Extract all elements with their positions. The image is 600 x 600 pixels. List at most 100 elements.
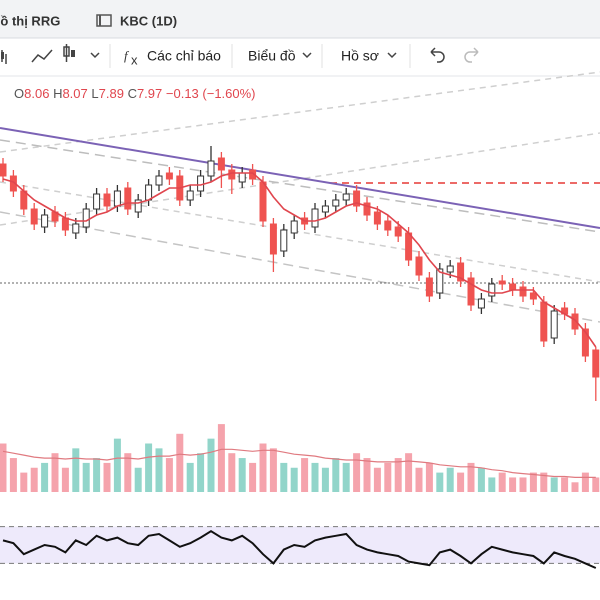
volume-bar [41, 462, 49, 492]
volume-bar [301, 458, 309, 492]
candle-body [394, 226, 402, 237]
svg-text:f: f [124, 48, 130, 63]
candle-body [332, 199, 340, 207]
candle-body [269, 223, 277, 255]
candle-body [134, 199, 142, 213]
volume-bar [155, 448, 163, 492]
volume-bar [571, 482, 579, 492]
tab-bar [0, 0, 600, 38]
volume-bar [561, 477, 569, 492]
volume-bar [217, 424, 225, 492]
volume-bar [238, 458, 246, 492]
volume-bar [353, 453, 361, 492]
volume-bar [477, 467, 485, 492]
candle-body [488, 283, 496, 297]
moving-average-line [2, 172, 597, 348]
volume-bar [509, 477, 517, 492]
volume-bar [207, 438, 215, 492]
candle-body [280, 229, 288, 252]
candle-body [529, 292, 537, 300]
candle-body [61, 217, 69, 231]
volume-bar [415, 467, 423, 492]
volume-bar [186, 462, 194, 492]
volume-bar [373, 467, 381, 492]
profile-button[interactable]: Hồ sơ [341, 48, 379, 64]
candle-body [228, 169, 236, 180]
candle-body [384, 220, 392, 231]
volume-bar [384, 462, 392, 492]
volume-bar [290, 467, 298, 492]
volume-bar [488, 477, 496, 492]
candle-body [467, 277, 475, 306]
candle-body [311, 208, 319, 228]
volume-bar [581, 472, 589, 492]
volume-bar [280, 462, 288, 492]
volume-bar [249, 462, 257, 492]
candle-body [446, 265, 454, 273]
volume-bar [519, 477, 527, 492]
volume-bar [51, 453, 59, 492]
candle-body [550, 310, 558, 339]
candle-body [145, 184, 153, 201]
volume-bar [498, 472, 506, 492]
candle-body [93, 193, 101, 210]
candle-body [581, 328, 589, 357]
volume-bar [197, 453, 205, 492]
candle-body [498, 280, 506, 285]
candle-body [207, 160, 215, 177]
volume-bar [9, 458, 17, 492]
candle-body [30, 208, 38, 225]
volume-bar [176, 433, 184, 492]
candle-body [571, 313, 579, 330]
volume-bar [592, 477, 600, 492]
indicators-button[interactable]: Các chỉ báo [147, 48, 221, 64]
candle-body [155, 175, 163, 186]
oscillator-line [2, 530, 597, 569]
candle-body [592, 349, 600, 378]
candle-body [186, 190, 194, 201]
svg-text:x: x [131, 52, 138, 67]
candle-body [405, 232, 413, 261]
tab-icon [96, 14, 112, 27]
candle-body [249, 169, 257, 180]
volume-bar [228, 453, 236, 492]
candle-body [509, 283, 517, 291]
candle-body [41, 214, 49, 228]
candle-body [415, 256, 423, 276]
volume-bar [467, 462, 475, 492]
volume-bar [259, 443, 267, 492]
candle-body [353, 190, 361, 207]
candle-body [197, 175, 205, 192]
candle-body [425, 277, 433, 297]
volume-bar [145, 443, 153, 492]
volume-bar [363, 458, 371, 492]
volume-bar [550, 477, 558, 492]
candle-body [290, 220, 298, 234]
volume-bar [61, 467, 69, 492]
candle-body [321, 205, 329, 213]
candle-body [238, 172, 246, 183]
candle-body [436, 268, 444, 294]
volume-bar [540, 472, 548, 492]
volume-bar [436, 472, 444, 492]
candle-body [72, 223, 80, 234]
candle-body [82, 208, 90, 228]
volume-bar [20, 472, 28, 492]
volume-bar [93, 458, 101, 492]
tab-rrg[interactable]: Đồ thị RRG [0, 13, 60, 28]
candle-body [0, 163, 7, 177]
candle-body [165, 172, 173, 180]
volume-bar [30, 467, 38, 492]
chart-button[interactable]: Biểu đồ [248, 48, 296, 64]
volume-bar [82, 462, 90, 492]
volume-bar [72, 448, 80, 492]
ohlc-legend: O8.06 H8.07 L7.89 C7.97 −0.13 (−1.60%) [14, 86, 256, 101]
volume-bar [529, 472, 537, 492]
volume-bar [269, 448, 277, 492]
volume-bar [321, 467, 329, 492]
volume-bar [103, 462, 111, 492]
volume-bar [165, 458, 173, 492]
volume-bar [113, 438, 121, 492]
tab-kbc[interactable]: KBC (1D) [120, 13, 177, 28]
